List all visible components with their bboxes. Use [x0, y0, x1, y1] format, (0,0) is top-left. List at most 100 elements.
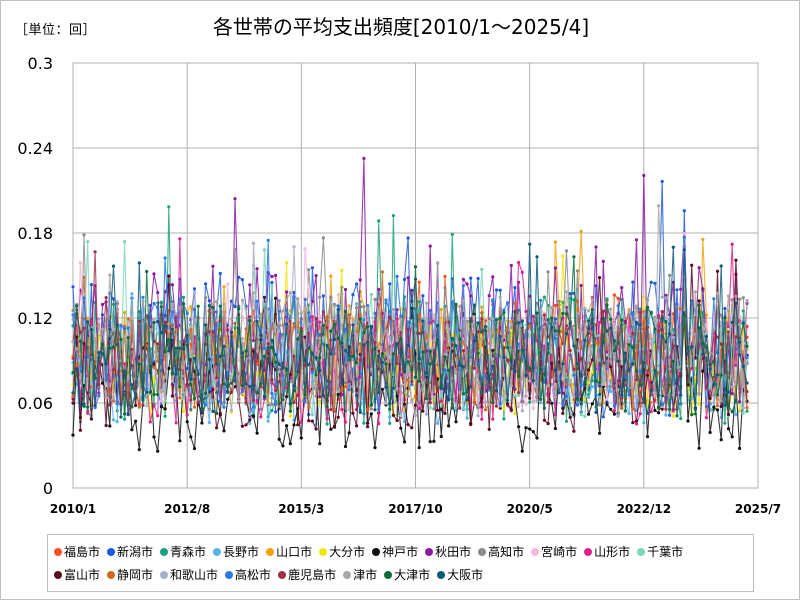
data-point: [487, 294, 491, 298]
data-point: [539, 298, 543, 302]
data-point: [299, 311, 303, 315]
data-point: [531, 314, 535, 318]
data-point: [388, 282, 392, 286]
data-point: [487, 377, 491, 381]
data-point: [579, 374, 583, 378]
data-point: [248, 421, 252, 425]
data-point: [185, 311, 189, 316]
data-point: [274, 402, 278, 406]
data-point: [693, 412, 698, 416]
data-point: [240, 384, 244, 388]
data-point: [233, 330, 237, 335]
data-point: [270, 402, 274, 407]
data-point: [458, 363, 462, 367]
data-point: [472, 366, 476, 370]
data-point: [517, 321, 521, 325]
data-point: [568, 292, 572, 296]
data-point: [572, 429, 576, 433]
data-point: [340, 407, 344, 412]
data-point: [115, 300, 119, 304]
legend-label: 富山市: [64, 568, 101, 582]
data-point: [266, 357, 270, 361]
data-point: [71, 313, 75, 317]
data-point: [715, 393, 720, 397]
data-point: [645, 305, 650, 309]
legend-label: 長野市: [223, 545, 260, 559]
data-point: [325, 315, 329, 319]
data-point: [189, 407, 193, 412]
data-point: [745, 344, 749, 348]
data-point: [196, 304, 200, 308]
data-point: [660, 334, 664, 338]
data-point: [671, 335, 675, 339]
data-point: [712, 360, 716, 364]
legend-swatch-icon: [437, 570, 446, 579]
data-point: [362, 331, 366, 335]
data-point: [424, 412, 429, 416]
data-point: [111, 297, 116, 301]
data-point: [332, 408, 337, 412]
data-point: [377, 287, 381, 291]
data-point: [546, 384, 550, 388]
data-point: [428, 362, 432, 366]
data-point: [100, 342, 105, 346]
data-point: [524, 402, 528, 406]
data-point: [690, 345, 694, 349]
legend-label: 津市: [353, 568, 378, 582]
data-point: [439, 399, 443, 403]
data-point: [159, 331, 163, 335]
data-point: [686, 383, 690, 387]
data-point: [314, 274, 318, 278]
data-point: [189, 435, 193, 439]
data-point: [631, 322, 635, 326]
data-point: [274, 388, 278, 393]
data-point: [417, 300, 421, 304]
data-point: [240, 336, 244, 341]
legend-label: 大津市: [394, 568, 431, 582]
legend-label: 山口市: [276, 545, 313, 559]
data-point: [664, 320, 668, 324]
data-point: [130, 347, 134, 351]
data-point: [82, 402, 86, 406]
data-point: [494, 388, 499, 393]
data-point: [524, 373, 528, 377]
data-point: [609, 389, 613, 394]
data-point: [708, 351, 712, 355]
data-point: [163, 407, 167, 411]
legend-swatch-icon: [372, 547, 381, 556]
data-point: [502, 310, 506, 315]
data-point: [233, 197, 237, 201]
data-point: [458, 406, 462, 410]
data-point: [502, 373, 506, 377]
data-point: [598, 341, 602, 345]
data-point: [642, 398, 646, 402]
data-point: [417, 331, 421, 336]
data-point: [413, 265, 418, 269]
data-point: [292, 295, 296, 299]
data-point: [480, 267, 484, 271]
data-point: [185, 384, 189, 388]
data-point: [594, 410, 598, 414]
data-point: [233, 379, 237, 383]
data-point: [476, 351, 480, 355]
data-point: [682, 313, 686, 317]
legend-label: 千葉市: [647, 545, 684, 559]
data-point: [226, 368, 230, 372]
legend-swatch-icon: [584, 547, 593, 556]
data-point: [638, 383, 642, 387]
data-point: [553, 426, 558, 431]
data-point: [447, 348, 451, 352]
data-point: [262, 346, 267, 351]
data-point: [413, 413, 418, 418]
data-point: [270, 391, 274, 395]
data-point: [255, 371, 259, 375]
data-point: [240, 424, 244, 428]
data-point: [601, 415, 605, 419]
data-point: [207, 420, 211, 425]
data-point: [693, 366, 698, 370]
data-point: [450, 301, 454, 305]
data-point: [579, 324, 583, 328]
data-point: [601, 309, 605, 313]
data-point: [421, 381, 425, 385]
data-point: [561, 403, 565, 407]
